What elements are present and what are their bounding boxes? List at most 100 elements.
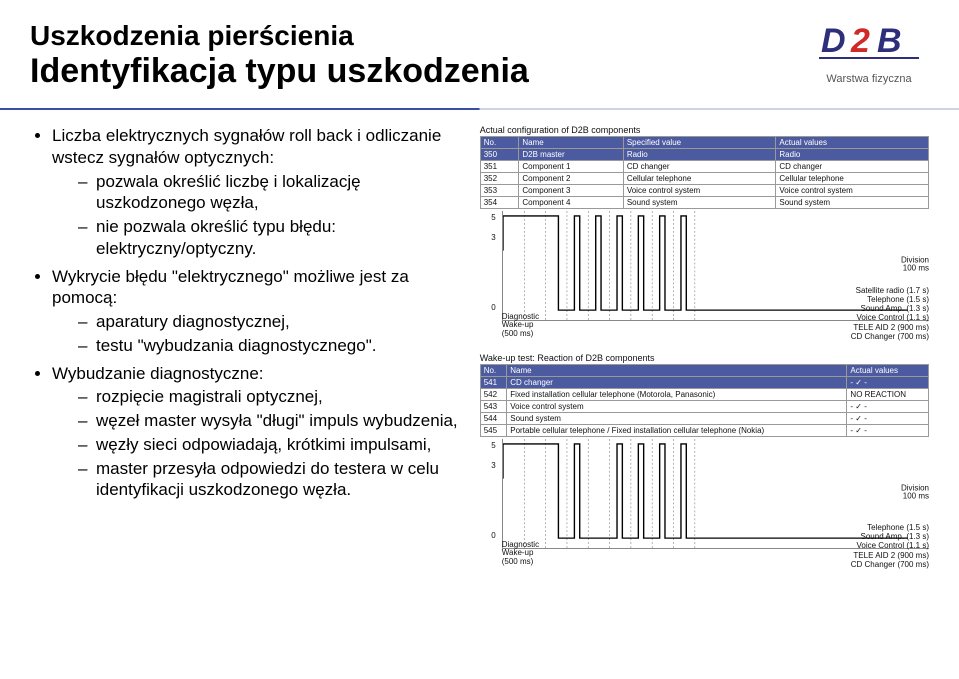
header: Uszkodzenia pierścienia Identyfikacja ty… bbox=[30, 20, 929, 97]
cell: Portable cellular telephone / Fixed inst… bbox=[507, 425, 847, 437]
cell: 545 bbox=[480, 425, 507, 437]
svg-text:B: B bbox=[877, 22, 902, 60]
bullet-2: Wykrycie błędu "elektrycznego" możliwe j… bbox=[52, 266, 460, 357]
fig2-th-2: Actual values bbox=[847, 365, 929, 377]
fig1-table: No. Name Specified value Actual values 3… bbox=[480, 136, 929, 209]
cell: 352 bbox=[480, 173, 519, 185]
xl1: Diagnostic bbox=[502, 540, 539, 549]
xl2: Wake-up bbox=[502, 548, 534, 557]
bullet-3-sub-4: master przesyła odpowiedzi do testera w … bbox=[78, 458, 460, 502]
fig2-caption: Wake-up test: Reaction of D2B components bbox=[480, 353, 929, 363]
bullet-1-sub-2: nie pozwala określić typu błędu: elektry… bbox=[78, 216, 460, 260]
cell: Sound system bbox=[507, 413, 847, 425]
cell: Voice control system bbox=[623, 185, 776, 197]
div-bot: 100 ms bbox=[903, 263, 929, 272]
page-subtitle: Uszkodzenia pierścienia bbox=[30, 20, 529, 52]
bullet-content: Liczba elektrycznych sygnałów roll back … bbox=[30, 125, 460, 581]
fig1-yaxis: 5 3 0 bbox=[480, 211, 500, 321]
cell: Cellular telephone bbox=[623, 173, 776, 185]
cell: 354 bbox=[480, 197, 519, 209]
cell: 543 bbox=[480, 401, 507, 413]
figure-2: Wake-up test: Reaction of D2B components… bbox=[480, 353, 929, 567]
cell: CD changer bbox=[507, 377, 847, 389]
cell: 541 bbox=[480, 377, 507, 389]
cell: Radio bbox=[776, 149, 929, 161]
ytick: 3 bbox=[491, 233, 495, 242]
svg-text:2: 2 bbox=[850, 22, 870, 60]
bullet-3-sub-3: węzły sieci odpowiadają, krótkimi impuls… bbox=[78, 434, 460, 456]
logo-caption: Warstwa fizyczna bbox=[819, 73, 919, 85]
fig1-th-1: Name bbox=[519, 137, 623, 149]
fig2-xlabel: Diagnostic Wake-up (500 ms) bbox=[502, 541, 539, 567]
bullet-1: Liczba elektrycznych sygnałów roll back … bbox=[52, 125, 460, 260]
cell: Component 2 bbox=[519, 173, 623, 185]
leg: Voice Control (1.1 s) bbox=[851, 313, 929, 322]
ytick: 0 bbox=[491, 303, 495, 312]
bullet-3-text: Wybudzanie diagnostyczne: bbox=[52, 364, 264, 383]
cell: Voice control system bbox=[507, 401, 847, 413]
ytick: 0 bbox=[491, 531, 495, 540]
fig1-th-2: Specified value bbox=[623, 137, 776, 149]
cell: - ✓ - bbox=[847, 401, 929, 413]
cell: Sound system bbox=[776, 197, 929, 209]
leg: Voice Control (1.1 s) bbox=[851, 541, 929, 550]
fig2-yaxis: 5 3 0 bbox=[480, 439, 500, 549]
leg: Telephone (1.5 s) bbox=[851, 295, 929, 304]
title-block: Uszkodzenia pierścienia Identyfikacja ty… bbox=[30, 20, 529, 97]
leg: TELE AID 2 (900 ms) bbox=[851, 551, 929, 560]
fig1-caption: Actual configuration of D2B components bbox=[480, 125, 929, 135]
bullet-2-sub-2: testu "wybudzania diagnostycznego". bbox=[78, 335, 460, 357]
div-bot: 100 ms bbox=[903, 491, 929, 500]
fig2-th-1: Name bbox=[507, 365, 847, 377]
xl1: Diagnostic bbox=[502, 312, 539, 321]
logo-block: D 2 B Warstwa fizyczna bbox=[819, 20, 919, 85]
fig2-legend: Telephone (1.5 s) Sound Amp. (1.3 s) Voi… bbox=[851, 523, 929, 569]
ytick: 5 bbox=[491, 213, 495, 222]
cell: Fixed installation cellular telephone (M… bbox=[507, 389, 847, 401]
cell: Voice control system bbox=[776, 185, 929, 197]
bullet-2-sub-1: aparatury diagnostycznej, bbox=[78, 311, 460, 333]
cell: Component 1 bbox=[519, 161, 623, 173]
fig1-legend: Satellite radio (1.7 s) Telephone (1.5 s… bbox=[851, 286, 929, 341]
bullet-1-text: Liczba elektrycznych sygnałów roll back … bbox=[52, 126, 441, 167]
leg: Satellite radio (1.7 s) bbox=[851, 286, 929, 295]
fig2-timing: 5 3 0 bbox=[480, 439, 929, 567]
cell: 351 bbox=[480, 161, 519, 173]
cell: Sound system bbox=[623, 197, 776, 209]
cell: Radio bbox=[623, 149, 776, 161]
xl3: (500 ms) bbox=[502, 329, 534, 338]
leg: CD Changer (700 ms) bbox=[851, 332, 929, 341]
fig1-th-0: No. bbox=[480, 137, 519, 149]
leg: Telephone (1.5 s) bbox=[851, 523, 929, 532]
fig2-wave bbox=[503, 444, 908, 538]
fig1-timing: 5 3 0 bbox=[480, 211, 929, 339]
header-rule bbox=[0, 108, 959, 110]
svg-text:D: D bbox=[821, 22, 846, 60]
leg: TELE AID 2 (900 ms) bbox=[851, 323, 929, 332]
cell: Component 3 bbox=[519, 185, 623, 197]
cell: - ✓ - bbox=[847, 413, 929, 425]
cell: NO REACTION bbox=[847, 389, 929, 401]
xl2: Wake-up bbox=[502, 320, 534, 329]
content: Liczba elektrycznych sygnałów roll back … bbox=[30, 125, 929, 581]
fig1-div-label: Division 100 ms bbox=[901, 256, 929, 272]
cell: - ✓ - bbox=[847, 377, 929, 389]
cell: 350 bbox=[480, 149, 519, 161]
cell: 353 bbox=[480, 185, 519, 197]
cell: 544 bbox=[480, 413, 507, 425]
fig2-div-label: Division 100 ms bbox=[901, 484, 929, 500]
figures: Actual configuration of D2B components N… bbox=[480, 125, 929, 581]
fig1-wave bbox=[503, 216, 908, 310]
ytick: 3 bbox=[491, 461, 495, 470]
xl3: (500 ms) bbox=[502, 557, 534, 566]
leg: CD Changer (700 ms) bbox=[851, 560, 929, 569]
bullet-1-sub-1: pozwala określić liczbę i lokalizację us… bbox=[78, 171, 460, 215]
fig2-table: No. Name Actual values 541CD changer- ✓ … bbox=[480, 364, 929, 437]
leg: Sound Amp. (1.3 s) bbox=[851, 304, 929, 313]
bullet-2-text: Wykrycie błędu "elektrycznego" możliwe j… bbox=[52, 267, 409, 308]
cell: - ✓ - bbox=[847, 425, 929, 437]
fig1-th-3: Actual values bbox=[776, 137, 929, 149]
d2b-logo-icon: D 2 B bbox=[819, 20, 919, 66]
fig2-th-0: No. bbox=[480, 365, 507, 377]
figure-1: Actual configuration of D2B components N… bbox=[480, 125, 929, 339]
